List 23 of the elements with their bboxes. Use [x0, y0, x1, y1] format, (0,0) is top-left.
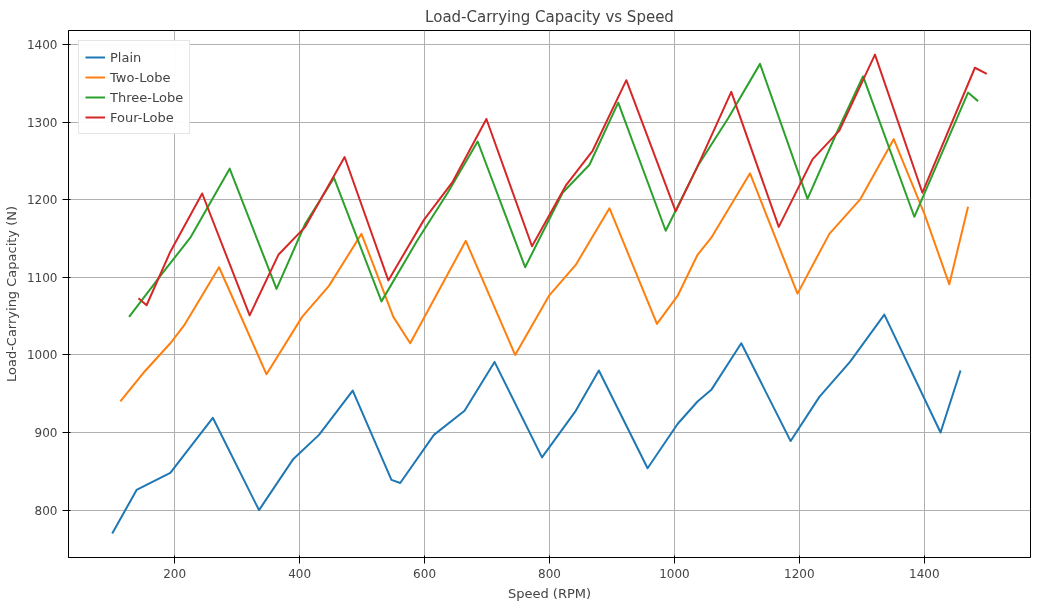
line-series	[111, 313, 962, 535]
y-axis-title: Load-Carrying Capacity (N)	[3, 205, 19, 383]
y-tick-label: 1100	[26, 270, 58, 285]
x-tick-label: 200	[163, 566, 187, 581]
x-tick-label: 1200	[784, 566, 815, 581]
legend-label: Plain	[110, 49, 142, 65]
line-series	[119, 138, 970, 403]
y-tick-label: 1300	[26, 115, 58, 130]
y-tick-label: 1000	[26, 348, 58, 363]
legend-label: Three-Lobe	[110, 89, 184, 105]
legend-label: Four-Lobe	[110, 109, 174, 125]
x-axis-title: Speed (RPM)	[507, 585, 592, 601]
x-tick-label: 600	[413, 566, 437, 581]
x-tick-label: 1400	[909, 566, 940, 581]
y-tick-label: 1400	[26, 37, 58, 52]
y-tick-label: 900	[34, 426, 58, 441]
y-tick-label: 800	[34, 503, 58, 518]
x-tick-label: 1000	[659, 566, 690, 581]
y-tick-label: 1200	[26, 193, 58, 208]
chart-title: Load-Carrying Capacity vs Speed	[425, 7, 674, 26]
x-tick-label: 400	[288, 566, 312, 581]
legend-label: Two-Lobe	[110, 69, 171, 85]
x-tick-label: 800	[538, 566, 561, 581]
